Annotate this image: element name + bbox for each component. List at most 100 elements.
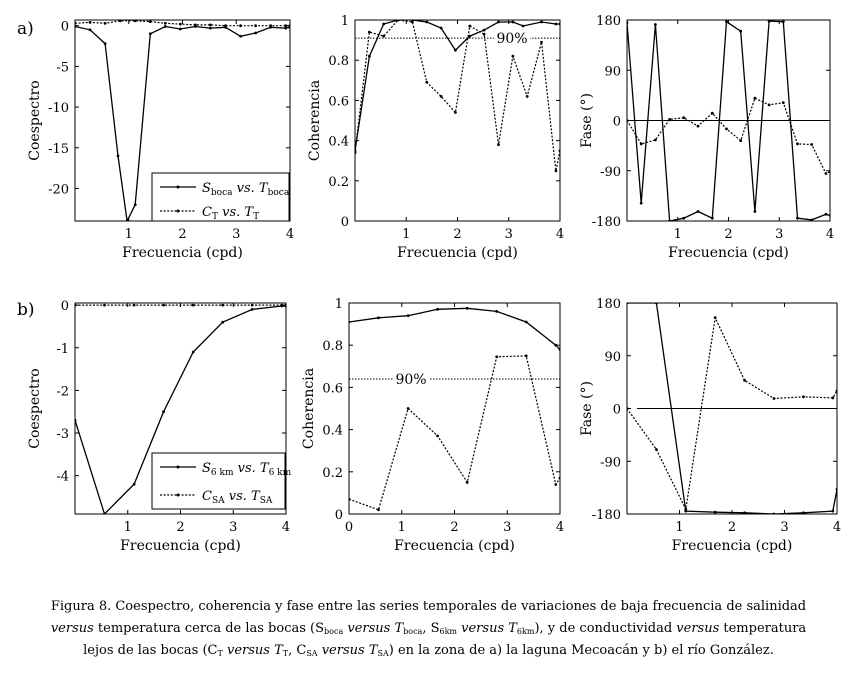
data-point (743, 511, 746, 514)
data-point (753, 210, 757, 213)
data-point (725, 20, 728, 24)
x-axis-label: Frecuencia (cpd) (397, 245, 518, 261)
data-point (558, 476, 560, 480)
data-point (125, 219, 129, 221)
series-line (627, 97, 830, 175)
y-tick-label: 0.4 (328, 135, 349, 150)
data-point (163, 25, 167, 28)
x-tick-label: 3 (229, 520, 237, 535)
data-point (468, 24, 472, 28)
data-point (824, 172, 828, 175)
x-axis-label: Frecuencia (cpd) (672, 538, 793, 554)
legend-text: T (260, 461, 270, 476)
y-tick-label: 0 (61, 299, 69, 314)
x-tick-label: 1 (402, 227, 410, 242)
data-point (436, 434, 439, 438)
legend-text: C (202, 489, 212, 504)
data-point (425, 80, 429, 84)
data-point (655, 303, 658, 305)
data-point (495, 355, 499, 359)
caption-line-3: lejos de las bocas (CT versus TT, CSA ve… (30, 640, 827, 662)
series-line (355, 20, 560, 151)
data-point (796, 142, 799, 146)
caption-sub: 6km (516, 627, 535, 636)
data-point (439, 95, 443, 98)
caption-line-1: Figura 8. Coespectro, coherencia y fase … (30, 596, 827, 618)
data-point (558, 22, 560, 26)
data-point (753, 96, 757, 100)
data-point (831, 396, 835, 400)
y-tick-label: 0 (613, 115, 621, 130)
legend-text: C (202, 205, 212, 220)
x-tick-label: 2 (728, 520, 736, 535)
data-point (540, 40, 543, 44)
y-axis-label: Fase (°) (579, 381, 595, 436)
legend-entry: Sboca vs. Tboca (202, 181, 290, 198)
y-tick-label: -10 (48, 101, 69, 116)
data-point (511, 20, 515, 24)
data-point (148, 20, 152, 23)
data-point (627, 21, 629, 25)
legend-text: S (202, 181, 211, 196)
data-point (639, 142, 643, 146)
data-point (288, 24, 290, 28)
caption-sub: T (217, 649, 223, 658)
x-tick-label: 4 (286, 227, 294, 242)
legend-text: vs. (218, 205, 244, 220)
legend-text: vs. (233, 181, 259, 196)
data-point (254, 31, 257, 35)
x-tick-label: 4 (282, 520, 290, 535)
y-tick-label: 180 (596, 297, 621, 312)
data-point (132, 482, 136, 486)
data-point (118, 20, 122, 23)
data-point (148, 32, 152, 36)
data-point (368, 30, 371, 34)
caption-sub: 6km (439, 627, 458, 636)
ref-line-label-bg (494, 30, 530, 47)
data-point (250, 308, 254, 311)
caption-text: versus (317, 643, 369, 658)
data-point (668, 118, 671, 121)
data-point (810, 218, 814, 221)
y-tick-label: 0.8 (328, 54, 349, 69)
series-line (627, 20, 830, 221)
ref-line-label: 90% (496, 31, 527, 47)
data-point (668, 219, 671, 221)
x-tick-label: 2 (176, 520, 184, 535)
data-point (497, 20, 500, 24)
data-point (280, 303, 284, 307)
data-point (802, 395, 805, 399)
data-point (349, 497, 351, 501)
legend-box (151, 172, 290, 222)
data-point (191, 303, 195, 307)
data-point (465, 306, 469, 310)
data-point (767, 20, 771, 23)
data-point (132, 303, 136, 307)
data-point (725, 127, 728, 131)
data-point (425, 20, 429, 24)
y-tick-label: -1 (56, 342, 69, 357)
caption-sub: T (282, 649, 289, 658)
caption-text: versus (676, 621, 720, 636)
x-tick-label: 3 (775, 227, 783, 242)
y-tick-label: -20 (48, 182, 69, 197)
legend-text: vs. (233, 461, 259, 476)
row-label: b) (17, 300, 35, 320)
caption-text: lejos de las bocas (C (83, 643, 218, 658)
data-point (558, 149, 560, 153)
chart-b-coherencia: 0 1 2 3 4 0 0.2 0.4 0.6 0.8 1 Frecuencia (cpd) Coher… (301, 297, 564, 554)
y-tick-label: 0.2 (322, 466, 343, 481)
caption-sub: SA (306, 649, 318, 658)
x-tick-label: 3 (503, 520, 511, 535)
data-point (250, 303, 254, 307)
series-line (349, 307, 560, 350)
x-axis-label: Frecuencia (cpd) (394, 538, 515, 554)
x-tick-label: 4 (556, 227, 564, 242)
y-axis-label: Coherencia (307, 80, 323, 161)
x-tick-label: 4 (826, 227, 834, 242)
y-axis-label: Fase (°) (579, 93, 595, 148)
data-point (497, 143, 500, 147)
y-tick-label: 180 (596, 14, 621, 29)
data-point (831, 509, 835, 513)
